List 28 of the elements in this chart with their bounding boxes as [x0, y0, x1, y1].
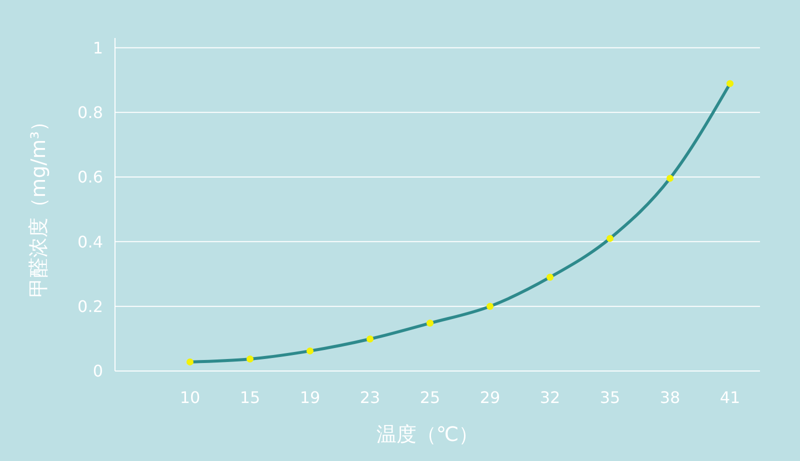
point: [486, 302, 494, 310]
x-axis-title: 温度（℃）: [376, 422, 479, 446]
x-tick-label: 35: [600, 388, 620, 407]
x-tick-label: 29: [480, 388, 500, 407]
point: [666, 174, 674, 182]
x-tick-label: 10: [180, 388, 200, 407]
x-tick-label: 23: [360, 388, 380, 407]
x-tick-label: 25: [420, 388, 440, 407]
y-tick-label: 0: [92, 362, 103, 381]
point: [186, 358, 194, 366]
y-tick-label: 0.2: [78, 296, 103, 316]
point: [606, 234, 614, 242]
x-tick-label: 38: [660, 388, 680, 407]
y-tick-label: 0.8: [78, 102, 103, 122]
point: [306, 347, 314, 354]
point: [366, 335, 374, 342]
x-tick-label: 15: [240, 388, 260, 407]
point: [726, 80, 734, 88]
point: [426, 320, 434, 327]
y-tick-label: 1: [92, 38, 103, 58]
point: [246, 356, 254, 363]
x-tick-label: 32: [540, 388, 560, 407]
point: [546, 274, 554, 281]
x-tick-label: 19: [300, 388, 320, 407]
x-tick-label: 41: [720, 388, 740, 407]
y-tick-label: 0.6: [78, 168, 103, 187]
y-tick-label: 0.4: [78, 232, 103, 252]
y-axis-title: 甲醛浓度（mg/m³）: [26, 111, 50, 298]
